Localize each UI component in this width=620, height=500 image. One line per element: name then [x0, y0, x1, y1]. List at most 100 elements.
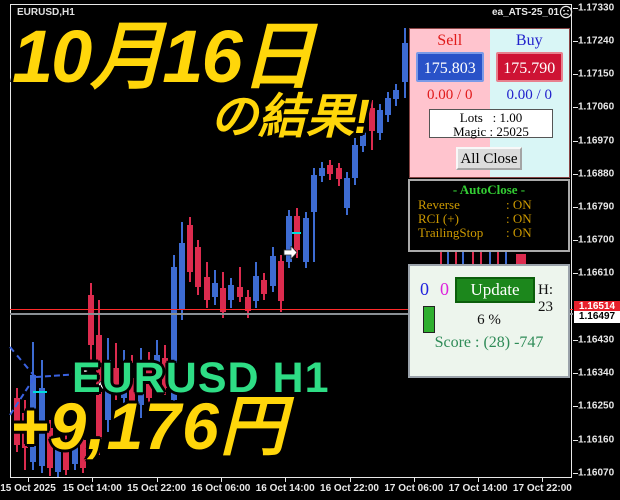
overlay-symbol-caption: EURUSD H1	[72, 354, 330, 402]
candle-wick	[455, 252, 457, 265]
cyan-marker	[292, 232, 301, 234]
candle-body	[121, 372, 127, 398]
price-axis-tick	[573, 141, 578, 142]
price-axis-tick	[573, 41, 578, 42]
candle-body	[146, 368, 152, 398]
candle-body	[344, 178, 350, 208]
candle-body	[278, 261, 284, 301]
candle-body	[63, 440, 69, 470]
time-axis-tick	[285, 478, 287, 482]
candle-body	[39, 388, 45, 466]
lots-line: Lots : 1.00	[459, 110, 523, 125]
bid-price-badge: 1.16497	[574, 311, 620, 323]
time-axis-label: 15 Oct 22:00	[127, 483, 187, 494]
candle-body	[228, 285, 234, 300]
percent-label: 6 %	[477, 312, 501, 328]
autoclose-panel: - AutoClose - Reverse : ON RCI (+) : ON …	[408, 179, 570, 252]
count-magenta: 0	[440, 279, 449, 299]
arrow-object-left-icon[interactable]	[73, 364, 88, 384]
progress-bar	[423, 306, 435, 333]
time-axis-label: 17 Oct 14:00	[448, 483, 508, 494]
candle-body	[516, 254, 526, 266]
autoclose-row-rci: RCI (+) : ON	[410, 212, 568, 226]
candle-body	[369, 108, 375, 131]
time-axis-label: 15 Oct 2025	[0, 483, 56, 494]
candle-body	[303, 218, 309, 262]
candle-body	[30, 375, 36, 462]
time-axis-label: 16 Oct 14:00	[255, 483, 315, 494]
autoclose-value: : ON	[506, 225, 532, 240]
magic-line: Magic : 25025	[453, 124, 529, 139]
autoclose-label: Reverse	[418, 197, 460, 212]
count-blue: 0	[420, 279, 429, 299]
candle-wick	[239, 267, 241, 302]
overlay-result-line: の結果!	[210, 91, 370, 144]
candle-body	[162, 358, 168, 388]
candle-body	[154, 355, 160, 382]
candle-body	[22, 413, 28, 448]
autoclose-value: : ON	[506, 197, 532, 212]
price-axis-tick	[573, 440, 578, 441]
chart-symbol-label: EURUSD,H1	[17, 7, 75, 18]
price-axis-label: 1.16970	[578, 135, 615, 147]
candle-body	[212, 283, 218, 297]
candle-body	[204, 277, 210, 300]
candle-body	[14, 398, 20, 445]
trade-panel: Sell 175.803 0.00 / 0 Buy 175.790 0.00 /…	[409, 28, 570, 178]
candle-body	[286, 216, 292, 262]
candle-wick	[313, 168, 315, 262]
price-axis-label: 1.16610	[578, 267, 615, 279]
candle-body	[253, 276, 259, 301]
candle-body	[352, 145, 358, 178]
candle-body	[336, 168, 342, 179]
autoclose-row-reverse: Reverse : ON	[410, 198, 568, 212]
candle-body	[195, 247, 201, 287]
price-axis-tick	[573, 273, 578, 274]
buy-price-button[interactable]: 175.790	[495, 52, 563, 82]
price-axis-label: 1.16430	[578, 334, 615, 346]
cursor-arrow-right-icon	[283, 244, 298, 264]
candle-wick	[480, 252, 482, 265]
candle-wick	[447, 252, 449, 265]
time-axis-tick	[156, 478, 158, 482]
candle-body	[393, 90, 399, 99]
buy-stats: 0.00 / 0	[506, 87, 552, 103]
price-axis-label: 1.17240	[578, 35, 615, 47]
autoclose-label: TrailingStop	[418, 225, 484, 240]
score-label: Score : (28) -747	[434, 334, 544, 351]
candle-body	[72, 432, 78, 464]
candle-body	[270, 256, 276, 286]
overlay-profit-caption: +9,176円	[10, 389, 287, 463]
autoclose-value: : ON	[506, 211, 532, 226]
time-axis-tick	[478, 478, 480, 482]
price-axis-label: 1.16790	[578, 201, 615, 213]
candle-body	[113, 368, 119, 395]
time-axis-tick	[220, 478, 222, 482]
ea-status-face-icon[interactable]	[559, 5, 573, 24]
time-axis-tick	[28, 478, 29, 482]
update-panel: 0 0 Update H: 23 6 % Score : (28) -747	[408, 264, 570, 378]
candle-body	[55, 448, 61, 472]
sell-price-button[interactable]: 175.803	[416, 52, 484, 82]
price-axis-label: 1.16340	[578, 367, 615, 379]
price-axis-label: 1.17330	[578, 2, 615, 14]
price-axis-tick	[573, 240, 578, 241]
time-axis-label: 16 Oct 06:00	[191, 483, 251, 494]
candle-body	[319, 168, 325, 176]
price-axis-tick	[573, 174, 578, 175]
arrow-object-left-icon[interactable]	[95, 379, 108, 397]
price-axis-label: 1.17150	[578, 68, 615, 80]
price-axis-tick	[573, 406, 578, 407]
update-button[interactable]: Update	[455, 277, 535, 303]
all-close-button[interactable]: All Close	[456, 147, 522, 170]
candle-body	[327, 165, 333, 174]
candle-body	[88, 295, 94, 345]
price-axis-label: 1.16250	[578, 400, 615, 412]
candle-body	[377, 110, 383, 133]
candle-body	[385, 98, 391, 115]
price-axis-label: 1.16880	[578, 168, 615, 180]
candle-wick	[472, 252, 474, 265]
candle-body	[179, 243, 185, 310]
candle-wick	[440, 252, 442, 265]
candle-body	[105, 360, 111, 420]
